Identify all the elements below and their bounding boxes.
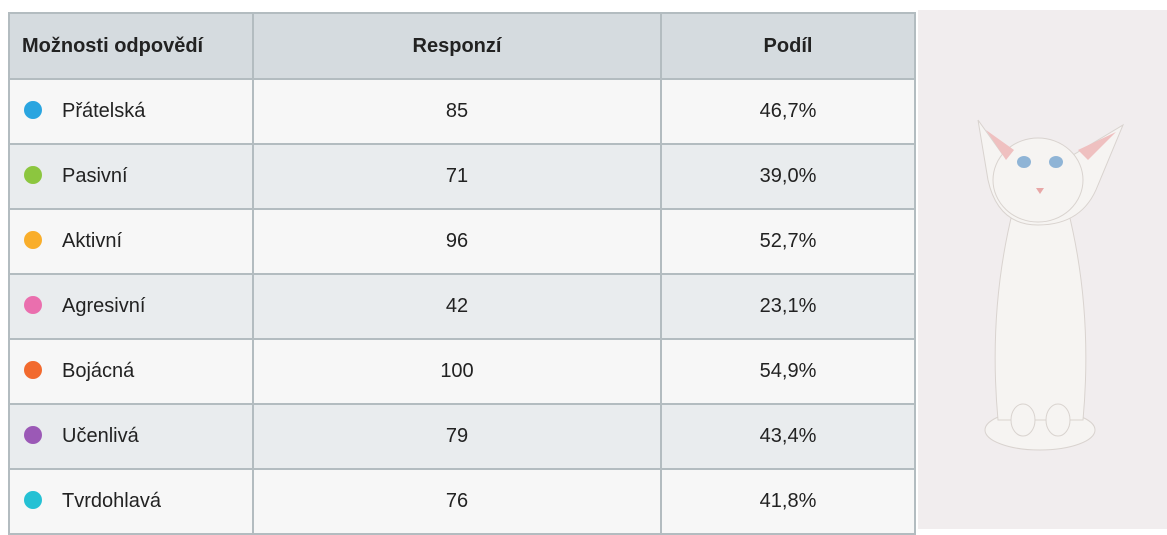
responses-cell: 42 [252,273,662,340]
cat-image [918,10,1167,529]
option-cell: Tvrdohlavá [8,468,254,535]
table-row: Agresivní 42 23,1% [8,273,916,340]
color-dot [24,425,42,444]
option-label: Bojácná [62,360,135,382]
option-label: Pasivní [62,165,128,187]
option-cell: Učenlivá [8,403,254,470]
share-cell: 52,7% [660,208,916,275]
header-cell: Responzí [252,12,662,80]
option-label: Přátelská [62,100,146,122]
option-cell: Agresivní [8,273,254,340]
responses-cell: 76 [252,468,662,535]
share-cell: 41,8% [660,468,916,535]
responses-cell: 100 [252,338,662,405]
color-dot [24,100,42,119]
color-dot [24,490,42,509]
share-cell: 39,0% [660,143,916,210]
survey-table: Možnosti odpovědí Responzí Podíl Přátels… [8,12,916,535]
table-row: Aktivní 96 52,7% [8,208,916,275]
color-dot [24,165,42,184]
share-cell: 43,4% [660,403,916,470]
color-dot [24,295,42,314]
option-cell: Pasivní [8,143,254,210]
table-row: Pasivní 71 39,0% [8,143,916,210]
header-cell: Podíl [660,12,916,80]
option-label: Aktivní [62,230,123,252]
option-label: Agresivní [62,295,146,317]
responses-cell: 71 [252,143,662,210]
option-label: Tvrdohlavá [62,490,161,512]
share-cell: 46,7% [660,78,916,145]
option-cell: Bojácná [8,338,254,405]
share-cell: 23,1% [660,273,916,340]
table-body: Přátelská 85 46,7% Pasivní 71 39,0% Aktivní 96 5… [8,78,916,535]
header-cell: Možnosti odpovědí [8,12,254,80]
share-cell: 54,9% [660,338,916,405]
table-row: Učenlivá 79 43,4% [8,403,916,470]
responses-cell: 96 [252,208,662,275]
color-dot [24,230,42,249]
responses-cell: 79 [252,403,662,470]
header-row: Možnosti odpovědí Responzí Podíl [8,12,916,80]
color-dot [24,360,42,379]
table-row: Přátelská 85 46,7% [8,78,916,145]
responses-cell: 85 [252,78,662,145]
table-row: Bojácná 100 54,9% [8,338,916,405]
option-cell: Aktivní [8,208,254,275]
option-cell: Přátelská [8,78,254,145]
option-label: Učenlivá [62,425,139,447]
table-row: Tvrdohlavá 76 41,8% [8,468,916,535]
